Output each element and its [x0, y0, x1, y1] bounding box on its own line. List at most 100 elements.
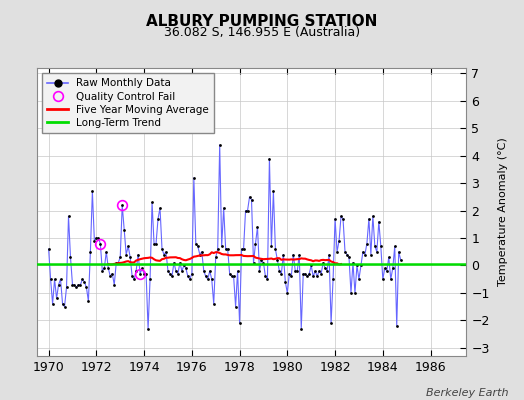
Point	[122, 251, 130, 258]
Point	[267, 243, 276, 250]
Point	[112, 260, 121, 266]
Point	[255, 268, 264, 274]
Point	[395, 248, 403, 255]
Point	[48, 301, 57, 307]
Point	[329, 276, 337, 282]
Point	[247, 196, 256, 203]
Point	[220, 205, 228, 211]
Point	[68, 282, 77, 288]
Point	[84, 298, 93, 304]
Point	[178, 268, 186, 274]
Point	[188, 270, 196, 277]
Point	[148, 199, 156, 206]
Point	[50, 276, 59, 282]
Point	[212, 254, 220, 260]
Point	[104, 265, 113, 272]
Point	[180, 262, 188, 269]
Point	[182, 265, 190, 272]
Point	[192, 240, 200, 247]
Point	[57, 276, 65, 282]
Point	[208, 276, 216, 282]
Point	[215, 142, 224, 148]
Text: 36.082 S, 146.955 E (Australia): 36.082 S, 146.955 E (Australia)	[164, 26, 360, 39]
Point	[118, 202, 126, 208]
Point	[136, 270, 144, 277]
Point	[397, 257, 405, 263]
Point	[146, 276, 154, 282]
Point	[363, 240, 371, 247]
Point	[287, 273, 296, 280]
Point	[319, 260, 328, 266]
Point	[235, 320, 244, 326]
Point	[86, 248, 95, 255]
Point	[64, 213, 73, 219]
Point	[77, 282, 85, 288]
Point	[150, 240, 158, 247]
Point	[252, 240, 260, 247]
Point	[305, 270, 313, 277]
Point	[210, 301, 218, 307]
Point	[353, 262, 361, 269]
Point	[289, 251, 298, 258]
Point	[198, 248, 206, 255]
Point	[45, 246, 53, 252]
Point	[47, 276, 55, 282]
Point	[265, 155, 274, 162]
Point	[377, 243, 385, 250]
Point	[78, 276, 86, 282]
Point	[313, 273, 321, 280]
Point	[375, 218, 383, 225]
Point	[359, 248, 367, 255]
Point	[325, 251, 333, 258]
Point	[227, 273, 236, 280]
Point	[168, 273, 176, 280]
Text: Berkeley Earth: Berkeley Earth	[426, 388, 508, 398]
Point	[156, 205, 164, 211]
Text: ALBURY PUMPING STATION: ALBURY PUMPING STATION	[146, 14, 378, 29]
Point	[297, 325, 305, 332]
Point	[277, 270, 286, 277]
Point	[269, 188, 278, 195]
Point	[343, 251, 351, 258]
Point	[283, 290, 291, 296]
Point	[291, 268, 300, 274]
Point	[379, 276, 387, 282]
Point	[100, 265, 108, 272]
Point	[257, 257, 266, 263]
Point	[98, 268, 106, 274]
Point	[174, 270, 182, 277]
Point	[140, 270, 148, 277]
Point	[303, 273, 311, 280]
Point	[194, 243, 202, 250]
Point	[370, 243, 379, 250]
Point	[128, 273, 136, 280]
Point	[225, 270, 234, 277]
Point	[160, 251, 168, 258]
Point	[106, 273, 114, 280]
Point	[365, 216, 373, 222]
Point	[203, 276, 212, 282]
Point	[94, 235, 103, 241]
Point	[349, 260, 357, 266]
Point	[58, 301, 67, 307]
Point	[367, 251, 375, 258]
Point	[355, 276, 363, 282]
Point	[249, 260, 258, 266]
Point	[369, 213, 377, 219]
Point	[164, 268, 172, 274]
Point	[259, 260, 268, 266]
Point	[263, 276, 271, 282]
Point	[390, 243, 399, 250]
Point	[74, 282, 83, 288]
Point	[361, 251, 369, 258]
Point	[335, 238, 343, 244]
Point	[222, 246, 230, 252]
Point	[321, 265, 329, 272]
Point	[92, 235, 101, 241]
Point	[213, 246, 222, 252]
Point	[345, 254, 353, 260]
Point	[88, 188, 96, 195]
Point	[317, 270, 325, 277]
Point	[281, 279, 290, 285]
Point	[200, 268, 208, 274]
